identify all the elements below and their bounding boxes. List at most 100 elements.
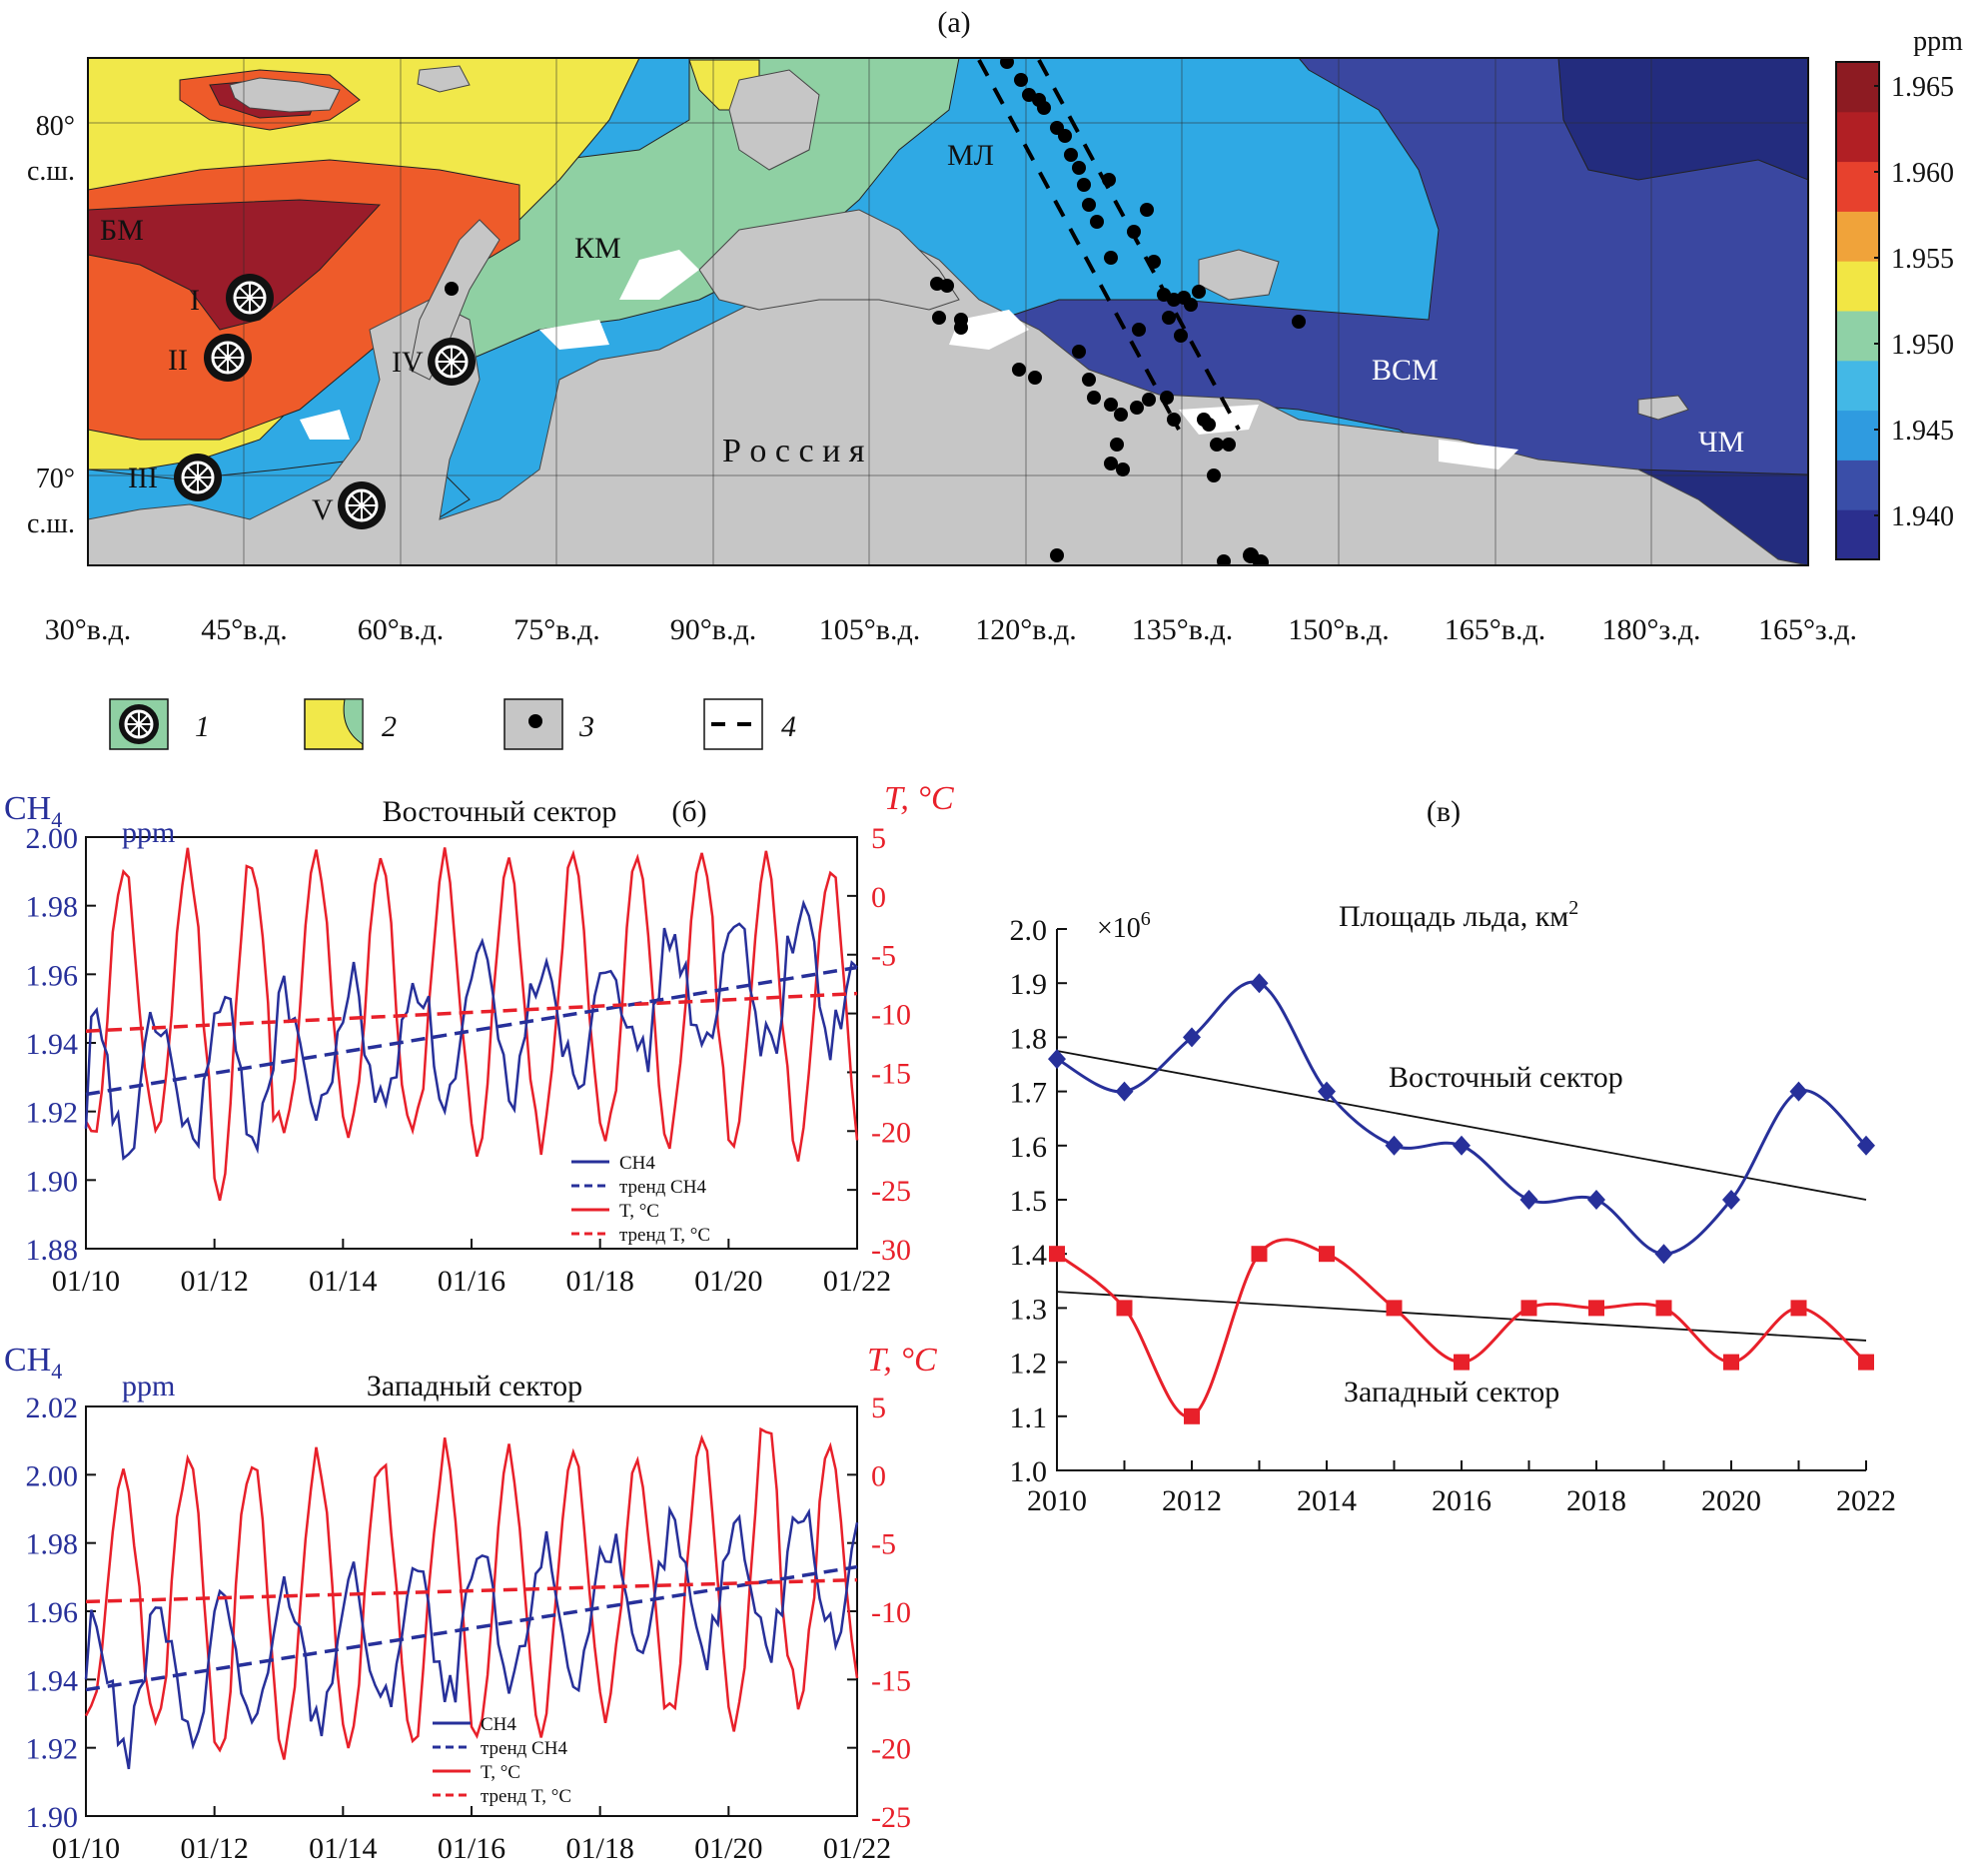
sea-label-laptev: МЛ	[947, 139, 994, 172]
station-label-3: III	[128, 462, 158, 494]
station-label-4: IV	[392, 346, 424, 379]
y2-tick-0: 5	[871, 1392, 886, 1424]
y2-tick-4: -15	[871, 1664, 911, 1697]
ch4-series-line	[84, 1504, 859, 1770]
colorbar-step-8	[1836, 111, 1879, 163]
colorbar-step-9	[1836, 62, 1879, 113]
y-tick-1: 1.92	[26, 1733, 79, 1766]
ice-y-tick-7: 1.7	[1010, 1077, 1048, 1110]
ice-point-0-0	[1048, 1049, 1066, 1070]
x-tick-2: 01/14	[309, 1832, 377, 1863]
ice-x-tick-5: 2020	[1701, 1484, 1761, 1517]
east-plot-frame	[85, 836, 858, 1250]
ice-trend-1	[1056, 1291, 1867, 1342]
colorbar-step-0	[1836, 509, 1879, 560]
colorbar: ppm 1.965 1.960 1.955 1.950 1.945 1.940	[1835, 26, 1963, 560]
y-tick-0: 1.88	[26, 1234, 79, 1267]
panel-b-label: (б)	[671, 795, 706, 828]
x-tick-5: 01/20	[694, 1265, 762, 1298]
y2-tick-5: -20	[871, 1116, 911, 1149]
lat-label-80-hemi: с.ш.	[27, 156, 75, 187]
ice-y-tick-9: 1.9	[1010, 968, 1048, 1001]
colorbar-step-1	[1836, 460, 1879, 510]
ice-point-1-11	[1790, 1300, 1807, 1317]
ice-point-0-10	[1722, 1190, 1740, 1210]
ice-point-0-7	[1519, 1190, 1538, 1210]
lon-label-3: 75°в.д.	[513, 613, 599, 646]
ice-x-tick-1: 2012	[1162, 1484, 1222, 1517]
legend-item-station: 1	[109, 698, 210, 750]
y2-tick-2: -5	[871, 1528, 896, 1561]
ice-multiplier: ×106	[1097, 908, 1151, 944]
land-franz-josef	[229, 77, 341, 113]
ice-point-1-8	[1588, 1300, 1604, 1317]
station-label-2: II	[168, 344, 188, 377]
lon-label-7: 135°в.д.	[1132, 613, 1233, 646]
legend-entry-1: тренд CH4	[619, 1177, 706, 1198]
y-tick-1: 1.90	[26, 1165, 79, 1198]
west-y2-label: T, °C	[867, 1342, 937, 1379]
ice-point-0-12	[1857, 1135, 1875, 1156]
legend-entry-2: T, °C	[619, 1201, 659, 1222]
station-5: V	[312, 481, 386, 529]
ice-point-0-8	[1587, 1190, 1605, 1210]
ice-point-1-10	[1723, 1354, 1739, 1371]
lat-label-70-hemi: с.ш.	[27, 508, 75, 539]
station-label-5: V	[312, 493, 334, 526]
chart-east-sector: Восточный сектор (б) CH4 ppm T, °C 1.88 1…	[4, 780, 954, 1298]
station-label-1: I	[190, 284, 200, 317]
colorbar-tick-4: 1.945	[1891, 416, 1954, 447]
legend-item-corridor: 4	[703, 698, 796, 750]
ice-point-0-9	[1654, 1244, 1673, 1265]
land-svalbard	[417, 65, 471, 93]
station-3: III	[128, 454, 222, 501]
x-tick-0: 01/10	[52, 1832, 120, 1863]
sea-label-chukchi: ЧМ	[1698, 426, 1744, 459]
country-label: Р о с с и я	[722, 433, 865, 469]
ice-point-1-12	[1858, 1354, 1874, 1371]
x-tick-1: 01/12	[180, 1832, 248, 1863]
x-tick-1: 01/12	[180, 1265, 248, 1298]
colorbar-step-3	[1836, 360, 1879, 412]
map-frame	[87, 57, 1809, 566]
ice-x-tick-3: 2016	[1432, 1484, 1491, 1517]
ice-y-tick-1: 1.1	[1010, 1401, 1048, 1434]
ice-point-0-5	[1385, 1135, 1404, 1156]
ice-series-label-0: Восточный сектор	[1389, 1061, 1623, 1094]
colorbar-tick-0: 1.965	[1891, 72, 1954, 103]
ice-x-tick-2: 2014	[1297, 1484, 1357, 1517]
ice-x-tick-0: 2010	[1027, 1484, 1087, 1517]
seep-corridor	[977, 59, 1241, 431]
colorbar-tick-5: 1.940	[1891, 501, 1954, 532]
lon-label-4: 90°в.д.	[670, 613, 756, 646]
west-plot-frame	[85, 1405, 858, 1817]
ice-x-tick-6: 2022	[1836, 1484, 1896, 1517]
y-tick-3: 1.94	[26, 1028, 79, 1061]
ice-y-tick-5: 1.5	[1010, 1185, 1048, 1218]
y2-tick-0: 5	[871, 822, 886, 855]
lon-label-10: 180°з.д.	[1601, 613, 1700, 646]
colorbar-step-2	[1836, 410, 1879, 461]
colorbar-frame	[1835, 61, 1880, 560]
ch4-trend-line	[85, 965, 858, 1097]
t-series-line	[84, 847, 859, 1202]
west-y-unit: ppm	[122, 1370, 175, 1402]
station-4: IV	[392, 338, 476, 386]
ice-point-1-3	[1251, 1246, 1268, 1263]
ice-series-label-1: Западный сектор	[1344, 1376, 1559, 1408]
lon-label-11: 165°з.д.	[1758, 613, 1857, 646]
x-tick-2: 01/14	[309, 1265, 377, 1298]
ch4-series-line	[84, 899, 858, 1161]
ice-point-1-6	[1454, 1354, 1470, 1371]
ice-point-0-2	[1183, 1027, 1201, 1048]
ice-trend-0	[1056, 1050, 1867, 1201]
t-trend-line	[85, 991, 858, 1033]
legend-label-2: 2	[382, 710, 397, 743]
x-tick-4: 01/18	[565, 1832, 633, 1863]
legend-entry-3: тренд T, °C	[481, 1786, 571, 1807]
legend-item-seep: 3	[503, 698, 594, 750]
x-tick-4: 01/18	[565, 1265, 633, 1298]
